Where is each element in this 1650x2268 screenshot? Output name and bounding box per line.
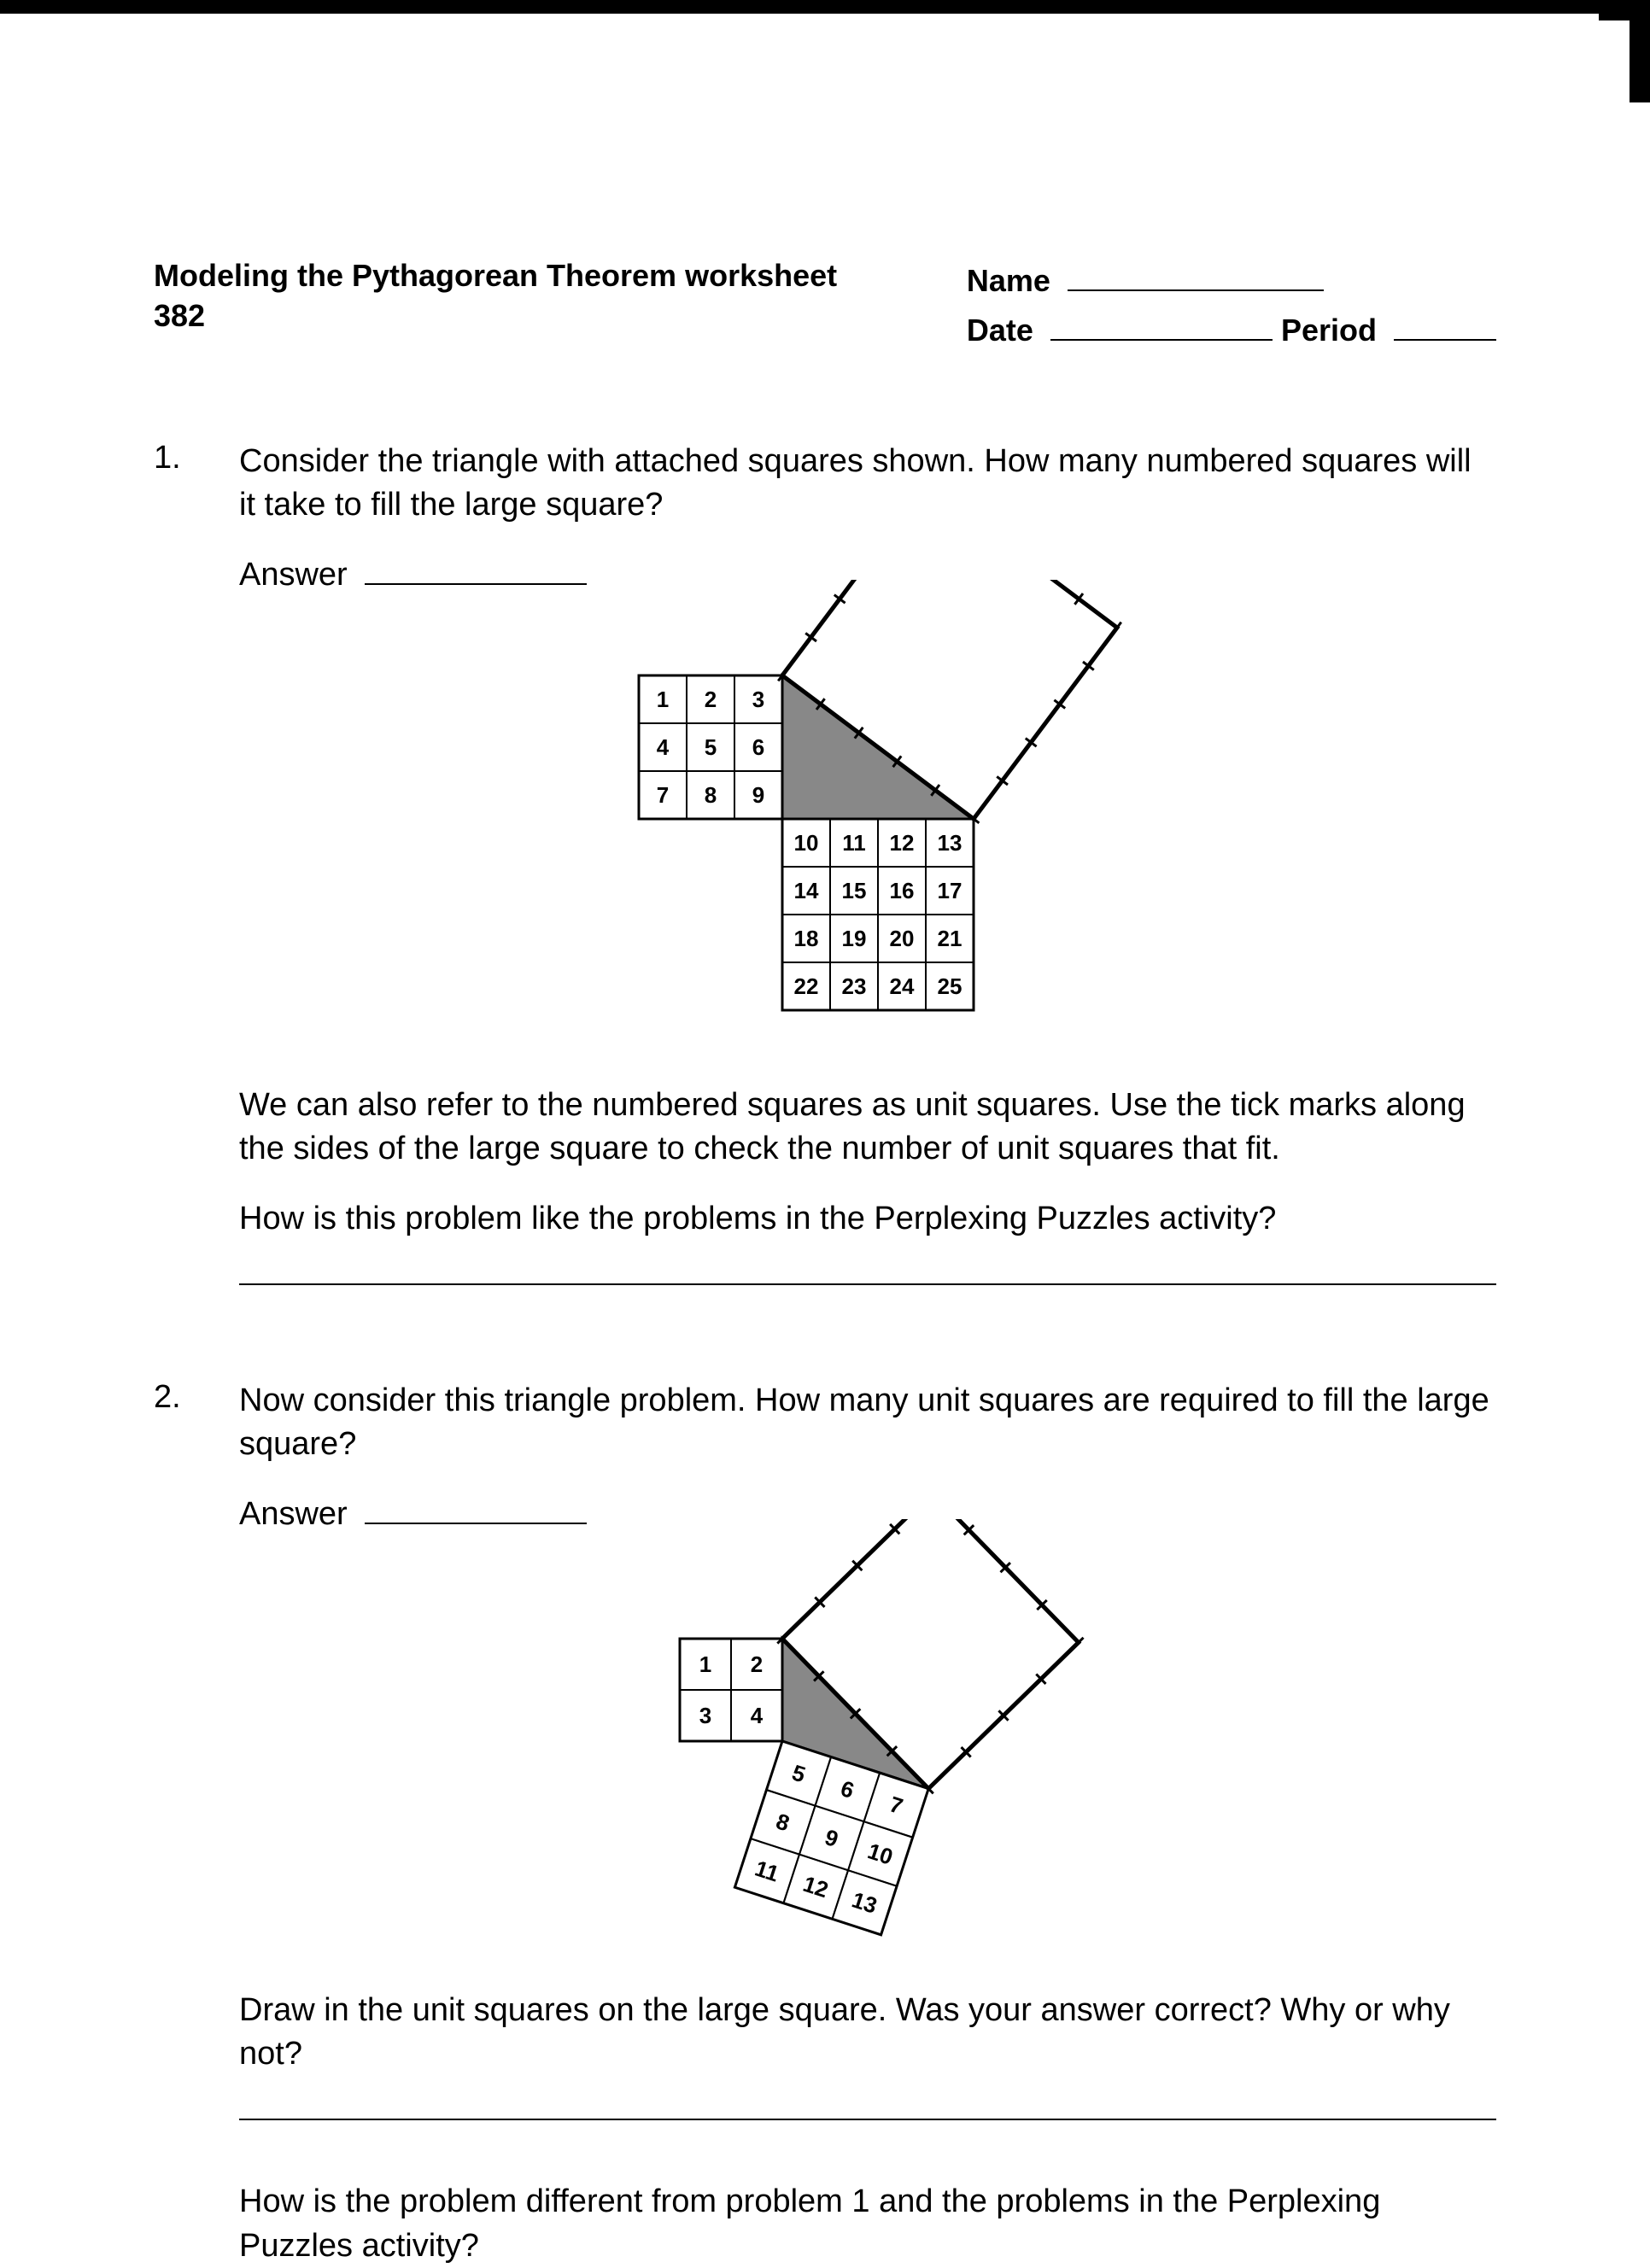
svg-text:19: 19 (842, 926, 867, 951)
question-text: Consider the triangle with attached squa… (239, 440, 1496, 528)
answer-label: Answer (239, 557, 348, 593)
svg-text:20: 20 (890, 926, 915, 951)
svg-text:24: 24 (890, 973, 915, 999)
svg-text:1: 1 (657, 687, 669, 712)
svg-text:10: 10 (794, 830, 819, 856)
svg-text:18: 18 (794, 926, 819, 951)
svg-text:2: 2 (751, 1651, 763, 1677)
worksheet-title: Modeling the Pythagorean Theorem workshe… (154, 256, 837, 336)
svg-text:7: 7 (657, 782, 669, 808)
svg-text:8: 8 (705, 782, 717, 808)
svg-text:9: 9 (752, 782, 764, 808)
worksheet-page: Modeling the Pythagorean Theorem workshe… (0, 0, 1650, 2135)
student-info: Name Date Period (967, 256, 1496, 354)
response-line[interactable] (239, 2119, 1496, 2120)
question-followup: How is this problem like the problems in… (239, 1197, 1496, 1241)
problem-1: 1. Consider the triangle with attached s… (154, 440, 1496, 1345)
problem-number: 1. (154, 440, 239, 1345)
svg-text:23: 23 (842, 973, 867, 999)
header: Modeling the Pythagorean Theorem workshe… (154, 256, 1496, 354)
svg-text:22: 22 (794, 973, 819, 999)
answer-label: Answer (239, 1496, 348, 1532)
question-followup-2: How is the problem different from proble… (239, 2180, 1496, 2268)
svg-text:21: 21 (938, 926, 962, 951)
figure-1-wrap: 1234567891011121314151617181920212223242… (239, 580, 1496, 1058)
response-line[interactable] (239, 1283, 1496, 1285)
explain-text-1: We can also refer to the numbered square… (239, 1084, 1496, 1172)
figure-2-wrap: 12345678910111213 (239, 1519, 1496, 1963)
name-label: Name (967, 263, 1050, 298)
period-label: Period (1281, 313, 1377, 348)
figure-2: 12345678910111213 (594, 1519, 1141, 1963)
title-line-2: 382 (154, 296, 837, 336)
svg-text:13: 13 (938, 830, 962, 856)
svg-text:6: 6 (752, 734, 764, 760)
title-line-1: Modeling the Pythagorean Theorem workshe… (154, 256, 837, 296)
problem-body: Consider the triangle with attached squa… (239, 440, 1496, 1345)
svg-text:17: 17 (938, 878, 962, 903)
svg-text:5: 5 (705, 734, 717, 760)
svg-text:16: 16 (890, 878, 915, 903)
date-blank[interactable] (1050, 339, 1273, 341)
corner-bracket (1599, 0, 1650, 102)
svg-text:11: 11 (842, 830, 866, 856)
svg-text:2: 2 (705, 687, 717, 712)
name-blank[interactable] (1068, 289, 1324, 291)
answer-blank[interactable] (365, 583, 587, 585)
date-label: Date (967, 313, 1033, 348)
svg-text:15: 15 (842, 878, 867, 903)
period-blank[interactable] (1394, 339, 1496, 341)
svg-text:14: 14 (794, 878, 819, 903)
svg-text:4: 4 (751, 1703, 764, 1728)
svg-text:3: 3 (752, 687, 764, 712)
svg-text:3: 3 (699, 1703, 711, 1728)
svg-text:12: 12 (890, 830, 915, 856)
top-border (0, 0, 1650, 14)
question-text: Now consider this triangle problem. How … (239, 1379, 1496, 1467)
svg-text:25: 25 (938, 973, 962, 999)
svg-text:4: 4 (657, 734, 670, 760)
explain-text-2: Draw in the unit squares on the large sq… (239, 1989, 1496, 2077)
figure-1: 1234567891011121314151617181920212223242… (560, 580, 1175, 1058)
svg-text:1: 1 (699, 1651, 711, 1677)
answer-blank[interactable] (365, 1523, 587, 1524)
